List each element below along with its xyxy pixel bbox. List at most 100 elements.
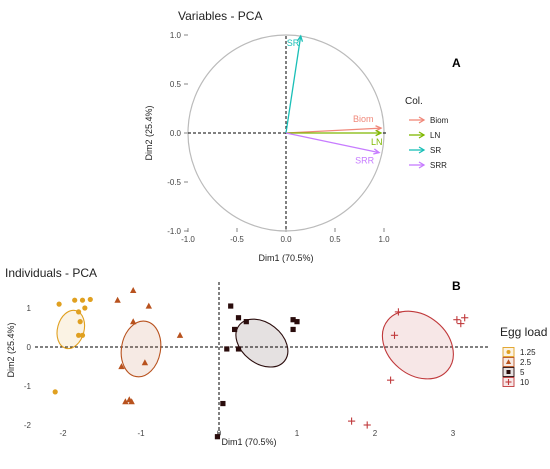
legend-title-b: Egg load <box>500 325 547 339</box>
axis-ticks-a: -1.0 -0.5 0.0 0.5 1.0 1.0 0.5 0.0 -0.5 -1.0 <box>167 31 390 244</box>
x-tick-label-b: 2 <box>373 429 378 438</box>
data-point-square <box>214 434 221 440</box>
legend-a: Biom LN SR SRR <box>409 116 449 170</box>
arrow-sr <box>285 35 302 134</box>
data-point-plus <box>387 376 395 384</box>
data-point-plus <box>457 320 465 328</box>
plot-area-a: Biom LN SR SRR <box>187 34 386 232</box>
data-point-triangle <box>141 359 149 366</box>
x-tick-label-a: 0.5 <box>329 235 341 244</box>
legend-key-triangle <box>505 359 512 364</box>
data-point-square <box>235 315 242 321</box>
data-point-circle <box>72 297 78 303</box>
data-point-triangle <box>118 363 125 370</box>
data-point-triangle <box>114 296 121 303</box>
y-tick-label-b: 0 <box>27 343 32 352</box>
legend-label: 10 <box>520 378 529 387</box>
legend-key-circle <box>506 350 511 354</box>
data-point-plus <box>363 421 371 429</box>
y-axis-label-a: Dim2 (25.4%) <box>144 105 154 160</box>
confidence-ellipse-2-5 <box>120 320 162 378</box>
data-point-square <box>290 326 296 333</box>
data-point-plus <box>453 316 461 324</box>
chart-title-a: Variables - PCA <box>178 9 262 23</box>
chart-title-b: Individuals - PCA <box>5 266 97 280</box>
legend-label-biom: Biom <box>430 116 449 125</box>
data-point-square <box>224 346 230 352</box>
y-tick-label-b: -1 <box>24 382 32 391</box>
legend-label: 1.25 <box>520 348 536 357</box>
data-point-circle <box>52 389 58 395</box>
data-point-circle <box>79 332 86 338</box>
y-tick-label-b: 1 <box>27 304 32 313</box>
data-point-square <box>220 400 226 407</box>
data-point-circle <box>77 319 83 325</box>
arrow-label-biom: Biom <box>353 114 374 124</box>
data-point-triangle <box>145 302 152 309</box>
y-tick-label-b: -2 <box>24 421 32 430</box>
data-point-triangle <box>130 287 137 294</box>
legend-label: 2.5 <box>520 358 532 367</box>
arrow-label-sr: SR <box>287 38 300 48</box>
x-tick-label-b: -1 <box>137 429 145 438</box>
x-tick-label-b: 3 <box>451 429 456 438</box>
y-tick-label-a: -0.5 <box>167 178 181 187</box>
data-point-square <box>228 303 234 309</box>
data-point-circle <box>82 305 88 311</box>
data-point-circle <box>87 296 93 303</box>
legend-label-srr: SRR <box>430 161 447 170</box>
data-point-circle <box>76 309 82 315</box>
legend-key-plus <box>505 379 512 385</box>
confidence-ellipse-1-25 <box>56 309 86 350</box>
data-point-square <box>232 326 238 333</box>
data-point-triangle <box>122 398 129 405</box>
data-point-triangle <box>176 331 184 338</box>
data-point-circle <box>79 297 86 303</box>
legend-arrowhead-srr <box>418 161 426 169</box>
confidence-ellipse-10 <box>381 310 454 380</box>
plot-area-b <box>35 282 490 440</box>
data-point-square <box>290 317 296 323</box>
data-point-triangle <box>130 318 137 325</box>
data-point-square <box>235 346 242 352</box>
data-point-plus <box>390 331 399 339</box>
arrow-srr <box>285 132 380 154</box>
arrow-label-ln: LN <box>371 137 383 147</box>
arrowhead-biom <box>375 125 383 132</box>
individuals-pca-panel: Individuals - PCA B Dim1 (70.5%) Dim2 (2… <box>5 266 547 447</box>
legend-arrowhead-biom <box>418 116 426 124</box>
data-point-circle <box>76 332 82 338</box>
panel-label-a: A <box>452 56 461 70</box>
arrowhead-srr <box>373 148 381 155</box>
legend-title-a: Col. <box>405 96 423 107</box>
arrow-biom <box>285 127 382 134</box>
arrowhead-ln <box>375 129 383 137</box>
data-point-square <box>294 319 300 325</box>
arrowhead-sr <box>296 34 304 42</box>
x-tick-label-a: -0.5 <box>230 235 244 244</box>
panel-label-b: B <box>452 279 461 293</box>
data-point-circle <box>56 301 62 307</box>
x-tick-label-b: -2 <box>59 429 67 438</box>
legend-key-square <box>506 370 511 374</box>
x-axis-label-b: Dim1 (70.5%) <box>221 437 276 447</box>
y-tick-label-a: 0.0 <box>170 129 182 138</box>
data-point-triangle <box>128 398 135 405</box>
legend-arrowhead-ln <box>418 131 426 139</box>
data-point-square <box>243 319 249 325</box>
legend-label-sr: SR <box>430 146 441 155</box>
variables-pca-panel: Variables - PCA A Dim1 (70.5%) Dim2 (25.… <box>144 9 461 263</box>
x-axis-label-a: Dim1 (70.5%) <box>258 253 313 263</box>
confidence-ellipse-5 <box>235 318 289 368</box>
legend-label-ln: LN <box>430 131 440 140</box>
legend-label: 5 <box>520 368 525 377</box>
x-tick-label-a: -1.0 <box>181 235 195 244</box>
data-point-plus <box>461 314 469 322</box>
y-tick-label-a: 0.5 <box>170 80 182 89</box>
arrow-label-srr: SRR <box>355 156 375 166</box>
y-tick-label-a: -1.0 <box>167 227 181 236</box>
y-axis-label-b: Dim2 (25.4%) <box>6 322 16 377</box>
data-point-plus <box>348 417 356 425</box>
